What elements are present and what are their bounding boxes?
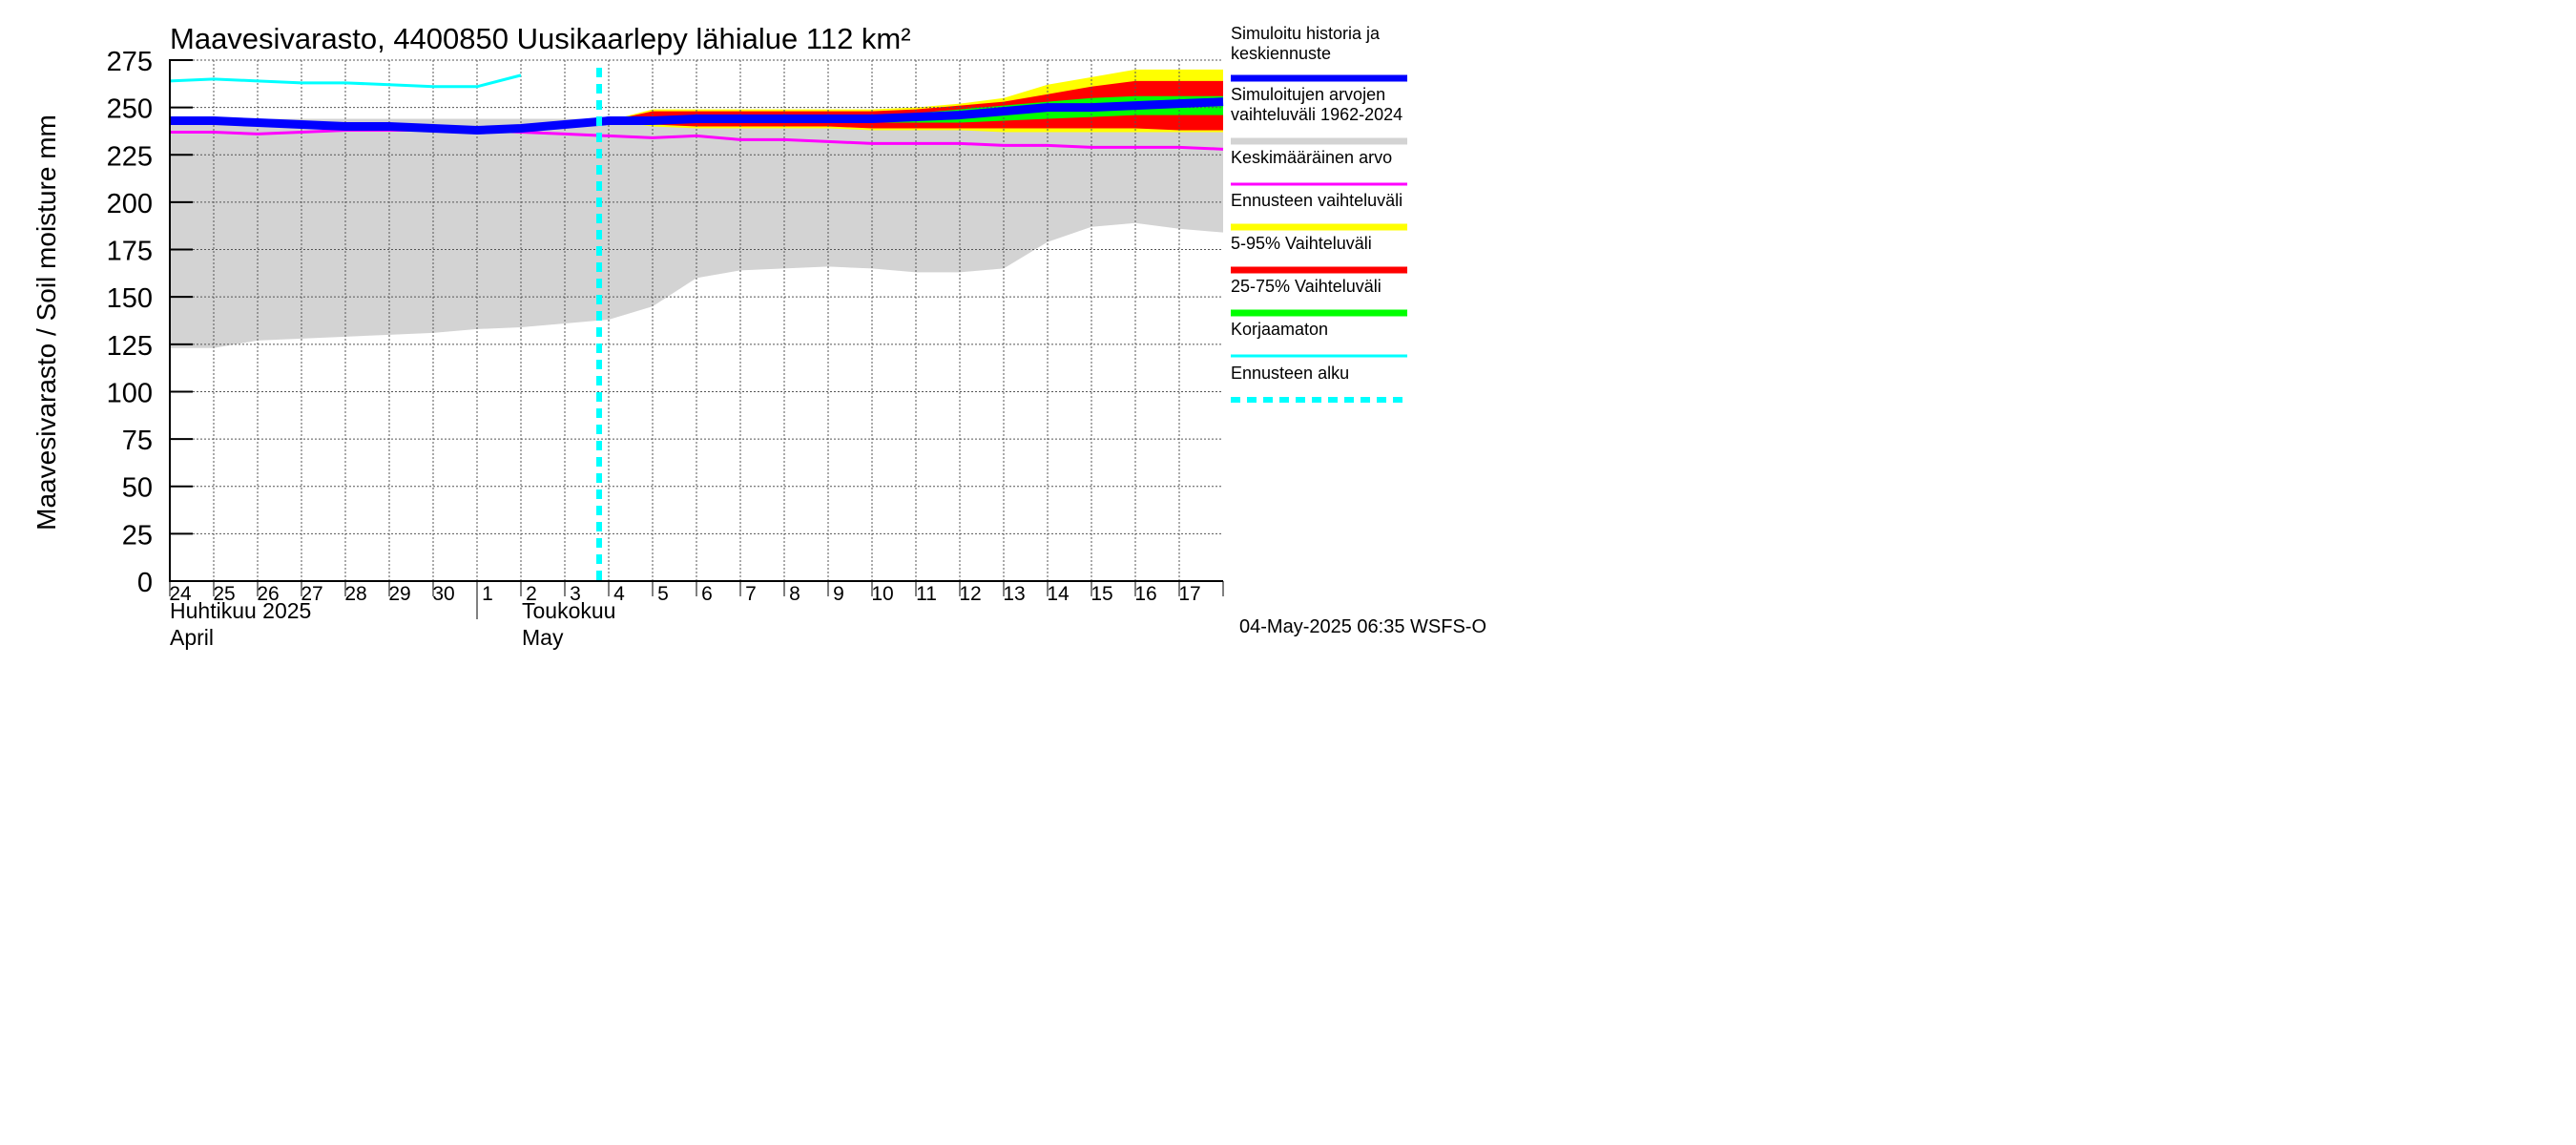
y-tick-label: 0 — [137, 568, 153, 598]
x-tick-label: 7 — [745, 583, 757, 605]
legend-uncorrected: Korjaamaton — [1231, 320, 1407, 358]
month-label-en: May — [522, 625, 564, 650]
x-tick-label: 14 — [1047, 583, 1070, 605]
line-uncorrected — [169, 73, 522, 89]
x-tick-label: 4 — [613, 583, 625, 605]
lines-layer — [169, 68, 1224, 581]
y-tick-label: 200 — [107, 189, 153, 219]
x-tick-label: 24 — [169, 583, 192, 605]
x-tick-label: 12 — [959, 583, 981, 605]
x-tick-label: 3 — [570, 583, 581, 605]
y-tick-label: 225 — [107, 141, 153, 172]
legend-label: Korjaamaton — [1231, 320, 1328, 339]
x-tick-label: 1 — [482, 583, 493, 605]
soil-moisture-chart: Maavesivarasto, 4400850 Uusikaarlepy läh… — [31, 22, 1486, 650]
y-tick-label: 50 — [122, 473, 153, 504]
y-tick-label: 25 — [122, 520, 153, 551]
legend-25-75: 25-75% Vaihteluväli — [1231, 277, 1407, 317]
legend-simulated: Simuloitu historia ja keskiennuste — [1231, 24, 1407, 82]
legend-forecast-range: Ennusteen vaihteluväli — [1231, 191, 1407, 231]
y-tick-label: 250 — [107, 94, 153, 125]
y-tick-label: 150 — [107, 283, 153, 314]
x-tick-label: 10 — [871, 583, 893, 605]
legend-label: 25-75% Vaihteluväli — [1231, 277, 1381, 296]
x-tick-label: 27 — [301, 583, 322, 605]
chart-title: Maavesivarasto, 4400850 Uusikaarlepy läh… — [170, 22, 911, 55]
x-tick-label: 5 — [657, 583, 669, 605]
x-tick-label: 30 — [432, 583, 454, 605]
timestamp: 04-May-2025 06:35 WSFS-O — [1239, 616, 1486, 637]
legend-history-range: Simuloitujen arvojen vaihteluväli 1962-20… — [1231, 85, 1407, 145]
x-tick-label: 9 — [833, 583, 844, 605]
legend-forecast-start: Ennusteen alku — [1231, 364, 1407, 403]
y-tick-label: 75 — [122, 426, 153, 456]
y-tick-label: 100 — [107, 378, 153, 408]
x-tick-label: 26 — [257, 583, 279, 605]
month-label-en: April — [170, 625, 214, 650]
x-tick-label: 8 — [789, 583, 800, 605]
y-tick-label: 275 — [107, 47, 153, 77]
x-tick-label: 13 — [1003, 583, 1025, 605]
legend-label: 5-95% Vaihteluväli — [1231, 234, 1372, 253]
legend: Simuloitu historia ja keskiennuste Simuloi… — [1231, 24, 1407, 403]
x-tick-label: 16 — [1134, 583, 1156, 605]
x-tick-label: 11 — [916, 583, 937, 605]
grid-layer — [170, 59, 1223, 581]
y-axis-label: Maavesivarasto / Soil moisture mm — [31, 114, 61, 531]
legend-label: Simuloitujen arvojen vaihteluväli 1962-20… — [1231, 85, 1402, 124]
legend-label: Ennusteen vaihteluväli — [1231, 191, 1402, 210]
month-label-fi: Huhtikuu 2025 — [170, 598, 311, 623]
x-tick-label: 29 — [388, 583, 410, 605]
line-simulated — [170, 97, 1224, 135]
legend-5-95: 5-95% Vaihteluväli — [1231, 234, 1407, 274]
y-tick-label: 175 — [107, 237, 153, 267]
x-tick-label: 17 — [1178, 583, 1200, 605]
x-tick-label: 15 — [1091, 583, 1112, 605]
legend-label: Ennusteen alku — [1231, 364, 1349, 383]
legend-label: Keskimääräinen arvo — [1231, 148, 1392, 167]
x-tick-label: 28 — [344, 583, 366, 605]
x-tick-label: 2 — [526, 583, 537, 605]
x-tick-label: 25 — [213, 583, 235, 605]
legend-label: Simuloitu historia ja keskiennuste — [1231, 24, 1381, 63]
month-label-fi: Toukokuu — [522, 598, 615, 623]
y-tick-label: 125 — [107, 331, 153, 362]
legend-mean: Keskimääräinen arvo — [1231, 148, 1407, 186]
x-tick-label: 6 — [701, 583, 713, 605]
